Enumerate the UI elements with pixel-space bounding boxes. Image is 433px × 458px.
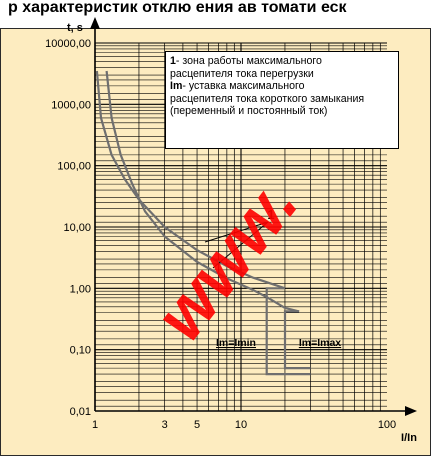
series-1-curve xyxy=(95,70,286,290)
cutoff-label-2: Im=Imax xyxy=(299,337,341,349)
x-tick-label: 10 xyxy=(235,419,247,431)
annotation-leader xyxy=(204,221,269,243)
y-tick-label: 1,00 xyxy=(70,283,91,295)
annotation-leader xyxy=(212,221,269,269)
cutoff-label-1: Im=Imin xyxy=(216,337,256,349)
x-tick-label: 3 xyxy=(162,419,168,431)
x-tick-label: 100 xyxy=(378,419,396,431)
x-tick-label: 5 xyxy=(194,419,200,431)
x-axis-label: I/In xyxy=(401,432,417,444)
y-tick-label: 10000,00 xyxy=(45,38,91,50)
y-tick-label: 100,00 xyxy=(57,161,91,173)
legend-box: 1- зона работы максимального расцепителя… xyxy=(165,51,399,149)
cutoff-1-line xyxy=(265,287,311,376)
legend-text-2b: расцепителя тока короткого замыкания xyxy=(170,92,365,105)
y-tick-label: 10,00 xyxy=(63,222,91,234)
page-title-partial: р характеристик отклю ения ав томати еск xyxy=(8,0,348,16)
y-axis-arrow xyxy=(90,17,100,29)
annotation-label: 1 xyxy=(267,207,274,222)
y-tick-label: 0,01 xyxy=(70,406,91,418)
curves xyxy=(95,70,311,376)
legend-text-1b: расцепителя тока перегрузки xyxy=(170,67,314,80)
legend-text-1: - зона работы максимального xyxy=(175,55,322,67)
legend-key-1: 1 xyxy=(170,55,176,67)
legend-text-2c: (переменный и постоянный ток) xyxy=(170,105,328,117)
y-tick-label: 0,10 xyxy=(70,345,91,357)
x-axis-arrow xyxy=(405,406,417,416)
y-axis-label: t, s xyxy=(67,22,83,34)
axes xyxy=(90,17,417,416)
y-tick-label: 1000,00 xyxy=(51,99,91,111)
legend-entry-1: 1- зона работы максимального xyxy=(170,55,394,68)
legend-entry-2: Im- уставка максимального xyxy=(170,80,394,93)
series-2-curve xyxy=(105,70,300,313)
legend-key-2: Im xyxy=(170,80,183,92)
labels: 0,01 0,10 1,00 10,00 100,00 1000,00 10000,00 1 3… xyxy=(45,22,417,444)
x-tick-label: 1 xyxy=(92,419,98,431)
cutoff-2-line xyxy=(283,310,311,370)
legend-text-2: - уставка максимального xyxy=(182,80,305,92)
